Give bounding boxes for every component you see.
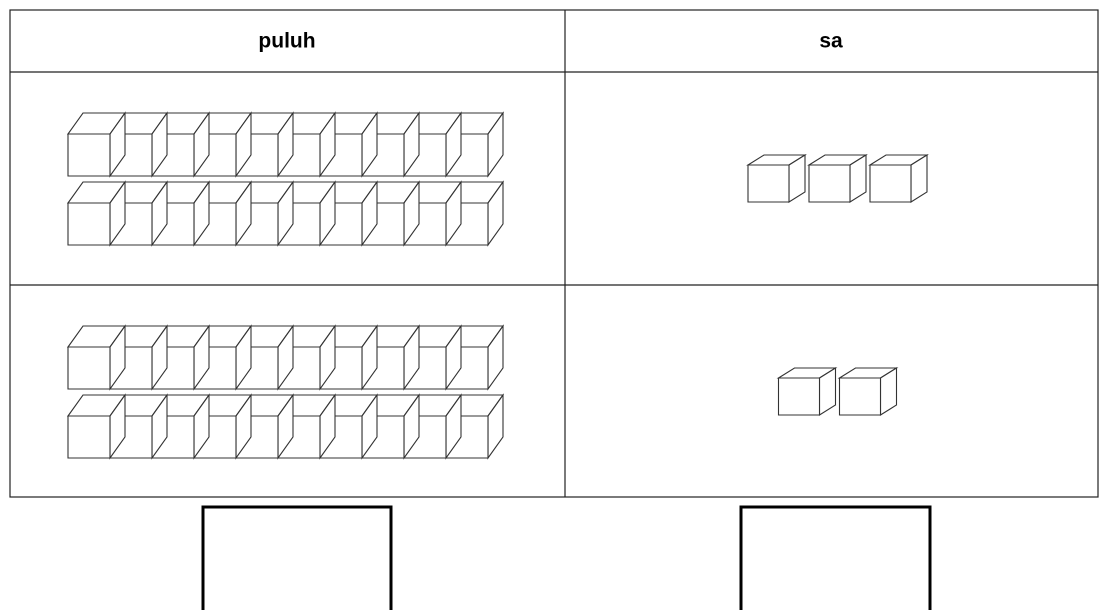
- tens-rods: [66, 324, 505, 460]
- cube-front: [67, 133, 111, 177]
- cube-front: [869, 164, 912, 203]
- header-cell: puluh: [258, 30, 315, 53]
- cube-front: [777, 377, 821, 416]
- cube-front: [808, 164, 851, 203]
- cube-front: [67, 346, 111, 390]
- tens-rods: [66, 111, 505, 247]
- cube-front: [838, 377, 882, 416]
- table-border: [9, 9, 1099, 498]
- cube-front: [747, 164, 790, 203]
- answer-box[interactable]: [201, 505, 393, 610]
- answer-box[interactable]: [739, 505, 932, 610]
- cube-front: [67, 202, 111, 246]
- ones-cubes: [746, 154, 929, 203]
- cube-front: [67, 415, 111, 459]
- header-cell: sa: [819, 30, 843, 53]
- ones-cubes: [776, 367, 899, 416]
